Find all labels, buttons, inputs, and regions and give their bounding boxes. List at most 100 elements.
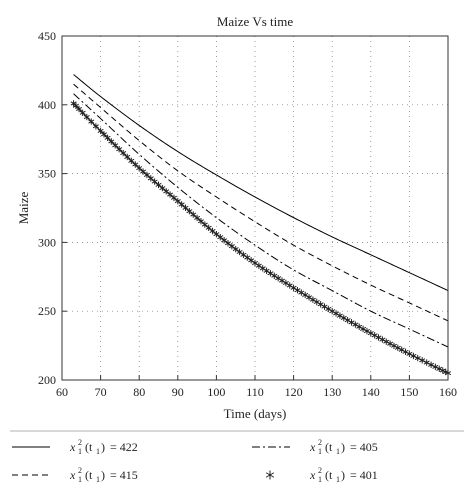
data-point-marker	[83, 113, 90, 121]
data-point-marker	[228, 243, 235, 250]
data-point-marker	[267, 270, 274, 277]
data-point-marker	[147, 175, 154, 182]
data-point-marker	[128, 157, 135, 164]
y-tick-label: 300	[38, 235, 56, 249]
legend-label: x 2 1 (t 1) = 422	[69, 438, 138, 456]
data-point-marker	[194, 214, 201, 222]
data-point-marker	[313, 298, 320, 306]
x-tick-label: 80	[133, 385, 145, 399]
data-point-marker	[282, 279, 289, 287]
data-point-marker	[217, 234, 224, 241]
data-point-marker	[383, 338, 390, 345]
series-curve	[73, 103, 449, 374]
y-tick-label: 200	[38, 373, 56, 387]
data-point-marker	[414, 354, 421, 362]
data-point-marker	[155, 181, 162, 189]
data-point-marker	[104, 134, 111, 142]
data-point-marker	[286, 282, 293, 289]
data-point-marker	[140, 168, 147, 175]
x-tick-label: 110	[246, 385, 264, 399]
data-point-marker	[88, 118, 95, 125]
data-point-marker	[255, 262, 262, 269]
data-point-marker	[410, 352, 417, 360]
data-point-marker	[151, 178, 158, 185]
x-tick-label: 90	[172, 385, 184, 399]
data-point-marker	[309, 296, 316, 303]
x-tick-label: 60	[56, 385, 68, 399]
legend-item-4: x 2 1 (t 1) = 401	[265, 466, 378, 484]
data-point-marker	[163, 188, 170, 195]
data-point-marker	[329, 308, 336, 315]
data-point-marker	[108, 138, 115, 145]
data-point-marker	[236, 248, 243, 256]
data-point-marker	[352, 321, 359, 328]
y-tick-label: 250	[38, 304, 56, 318]
data-point-marker	[387, 340, 394, 347]
data-point-marker	[428, 361, 435, 368]
data-point-marker	[174, 197, 181, 205]
data-point-marker	[190, 211, 197, 218]
series-layer	[70, 74, 452, 377]
data-point-marker	[136, 164, 143, 172]
y-axis-label: Maize	[16, 192, 31, 225]
x-tick-label: 120	[285, 385, 303, 399]
data-point-marker	[263, 267, 270, 275]
ticks: 60 70 80 90 100 110 120 130 140 150 160 200 250 300 35…	[38, 29, 457, 399]
data-point-marker	[406, 350, 413, 358]
data-point-marker	[340, 314, 347, 322]
legend-label: x 2 1 (t 1) = 415	[69, 466, 138, 484]
data-point-marker	[290, 284, 297, 292]
plot-frame	[61, 35, 449, 381]
data-point-marker	[423, 359, 430, 366]
data-point-marker	[116, 145, 123, 153]
legend: x 2 1 (t 1) = 422 x 2 1 (t 1) = 405 x 2 1 (t 1) = 415 x…	[12, 438, 378, 484]
data-point-marker	[394, 344, 401, 352]
series-line-1	[73, 74, 449, 292]
data-point-marker	[97, 127, 104, 135]
data-point-marker	[182, 204, 189, 211]
legend-item-2: x 2 1 (t 1) = 415	[12, 466, 138, 484]
series-curve	[73, 93, 449, 348]
y-tick-label: 400	[38, 98, 56, 112]
data-point-marker	[100, 131, 108, 138]
legend-marker	[265, 470, 275, 480]
y-tick-label: 450	[38, 29, 56, 43]
data-point-marker	[143, 171, 150, 179]
series-line-4	[70, 100, 452, 377]
series-curve	[73, 83, 449, 322]
data-point-marker	[348, 319, 355, 326]
data-point-marker	[298, 289, 305, 296]
data-point-marker	[159, 184, 166, 192]
data-point-marker	[379, 336, 386, 343]
grid	[62, 36, 448, 380]
legend-label: x 2 1 (t 1) = 405	[309, 438, 378, 456]
data-point-marker	[375, 334, 382, 341]
chart-title: Maize Vs time	[217, 14, 294, 29]
data-point-marker	[360, 325, 367, 333]
x-tick-label: 160	[439, 385, 457, 399]
data-point-marker	[259, 265, 266, 272]
data-point-marker	[432, 363, 439, 371]
data-point-marker	[92, 123, 99, 130]
data-point-marker	[317, 301, 324, 308]
data-point-marker	[371, 332, 378, 339]
data-point-marker	[325, 305, 332, 313]
data-point-marker	[120, 149, 127, 157]
data-point-marker	[390, 342, 397, 349]
data-point-marker	[186, 207, 193, 215]
data-point-marker	[201, 221, 208, 228]
data-point-marker	[170, 194, 177, 202]
data-point-marker	[398, 346, 405, 354]
series-curve	[73, 74, 449, 292]
data-point-marker	[224, 240, 232, 247]
x-axis-label: Time (days)	[224, 406, 287, 421]
data-point-marker	[294, 287, 301, 294]
data-point-marker	[278, 277, 286, 284]
data-point-marker	[306, 294, 313, 301]
data-point-marker	[248, 257, 255, 264]
data-point-marker	[367, 330, 374, 337]
data-point-marker	[112, 142, 119, 149]
data-point-marker	[271, 272, 278, 279]
x-tick-label: 130	[323, 385, 341, 399]
